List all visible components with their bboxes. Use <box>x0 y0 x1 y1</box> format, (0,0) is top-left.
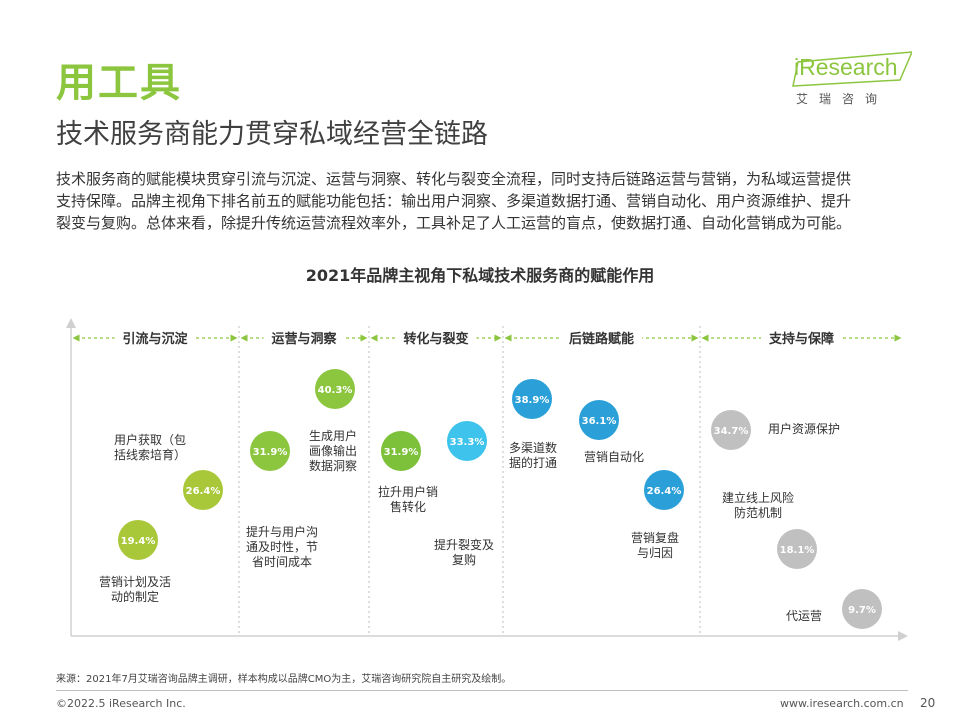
data-point-label-line: 括线索培育） <box>114 447 186 462</box>
data-point-label: 拉升用户销售转化 <box>378 484 438 514</box>
data-bubble <box>183 470 223 510</box>
data-point-label-line: 提升与用户沟 <box>246 524 318 539</box>
data-bubble <box>711 410 751 450</box>
data-point-label-line: 提升裂变及 <box>434 537 494 552</box>
data-point-label: 多渠道数据的打通 <box>509 440 557 470</box>
category-label-bg <box>761 328 842 348</box>
data-bubble <box>315 369 355 409</box>
data-value-label: 40.3% <box>318 385 353 396</box>
data-value-label: 26.4% <box>647 486 682 497</box>
category-label: 后链路赋能 <box>569 331 634 347</box>
data-point-label: 用户资源保护 <box>768 421 840 436</box>
category-label-bg <box>114 328 196 348</box>
data-value-label: 19.4% <box>121 536 156 547</box>
page-number: 20 <box>920 696 936 710</box>
data-bubble <box>118 520 158 560</box>
chart-axes <box>66 318 908 641</box>
data-point-label: 建立线上风险防范机制 <box>722 490 794 520</box>
data-point-label-line: 代运营 <box>786 609 822 623</box>
data-value-label: 18.1% <box>780 545 815 556</box>
page-title: 技术服务商能力贯穿私域经营全链路 <box>56 119 488 150</box>
section-tool-label: 用工具 <box>56 60 182 106</box>
description-line: 裂变与复购。总体来看，除提升传统运营流程效率外，工具补足了人工运营的盲点，使数据… <box>56 214 852 232</box>
data-value-label: 38.9% <box>515 395 550 406</box>
data-point-label-line: 防范机制 <box>734 505 782 520</box>
data-point-label-line: 售转化 <box>390 499 426 514</box>
data-point-label-line: 通及时性，节 <box>246 540 318 554</box>
footer-divider <box>56 690 908 691</box>
data-value-label: 36.1% <box>582 416 617 427</box>
data-bubble <box>447 421 487 461</box>
logo-subtitle: 艾瑞咨询 <box>796 92 889 106</box>
iresearch-logo: iResearch 艾瑞咨询 <box>790 50 912 110</box>
data-point-label-line: 营销计划及活 <box>99 575 171 589</box>
data-point-label: 提升裂变及复购 <box>434 537 494 567</box>
data-bubble <box>579 400 619 440</box>
data-point-label-line: 画像输出 <box>309 443 357 458</box>
category-label: 转化与裂变 <box>403 331 468 347</box>
data-value-label: 9.7% <box>848 605 876 616</box>
data-point-label-line: 据的打通 <box>509 455 557 470</box>
data-value-label: 31.9% <box>253 447 288 458</box>
data-point-label-line: 生成用户 <box>309 428 357 443</box>
data-point-label: 营销复盘与归因 <box>631 530 679 560</box>
data-point-label: 生成用户画像输出数据洞察 <box>309 428 357 473</box>
data-point-label-line: 省时间成本 <box>252 555 312 569</box>
data-point-label-line: 营销自动化 <box>584 450 644 464</box>
category-headers: 引流与沉淀 运营与洞察 转化与裂变 后链路赋能 支持与保障 <box>72 328 902 348</box>
data-point-label: 营销自动化 <box>584 450 644 464</box>
data-value-label: 34.7% <box>714 426 749 437</box>
data-bubble <box>250 431 290 471</box>
description-line: 支持保障。品牌主视角下排名前五的赋能功能包括：输出用户洞察、多渠道数据打通、营销… <box>56 192 852 210</box>
data-point-label-line: 拉升用户销 <box>378 484 438 499</box>
description: 技术服务商的赋能模块贯穿引流与沉淀、运营与洞察、转化与裂变全流程，同时支持后链路… <box>56 168 906 234</box>
copyright: ©2022.5 iResearch Inc. <box>56 697 186 710</box>
data-bubble <box>381 431 421 471</box>
category-label-bg <box>263 328 345 348</box>
source-note: 来源：2021年7月艾瑞咨询品牌主调研，样本构成以品牌CMO为主，艾瑞咨询研究院… <box>56 674 512 685</box>
logo-leaf-icon <box>792 51 912 87</box>
data-point-label-line: 用户资源保护 <box>768 421 840 436</box>
data-bubble <box>644 470 684 510</box>
chart-title: 2021年品牌主视角下私域技术服务商的赋能作用 <box>305 266 655 285</box>
data-value-label: 26.4% <box>186 486 221 497</box>
data-point-label-line: 建立线上风险 <box>722 490 794 505</box>
data-bubble <box>777 529 817 569</box>
data-point-label: 代运营 <box>786 609 822 623</box>
category-label: 引流与沉淀 <box>122 331 188 347</box>
data-point-label: 提升与用户沟通及时性，节省时间成本 <box>246 524 318 569</box>
data-point-label: 营销计划及活动的制定 <box>99 575 171 604</box>
data-point-label-line: 营销复盘 <box>631 530 679 545</box>
data-point-label-line: 复购 <box>452 552 476 567</box>
category-label: 支持与保障 <box>768 331 834 347</box>
data-point-label: 用户获取（包括线索培育） <box>114 432 186 462</box>
data-point-label-line: 数据洞察 <box>309 458 357 473</box>
data-points: 19.4% 营销计划及活动的制定 26.4% 用户获取（包括线索培育） 31.9% 提升与… <box>99 369 882 629</box>
description-line: 技术服务商的赋能模块贯穿引流与沉淀、运营与洞察、转化与裂变全流程，同时支持后链路… <box>56 170 852 188</box>
x-axis-arrow <box>898 631 908 641</box>
y-axis-arrow <box>66 318 76 328</box>
data-bubble <box>842 589 882 629</box>
data-point-label-line: 多渠道数 <box>509 440 557 455</box>
category-label-bg <box>561 328 642 348</box>
data-point-label-line: 动的制定 <box>111 589 159 604</box>
data-bubble <box>512 379 552 419</box>
data-point-label-line: 用户获取（包 <box>114 432 186 447</box>
data-value-label: 33.3% <box>450 437 485 448</box>
logo-wordmark: iResearch <box>794 54 898 80</box>
data-point-label-line: 与归因 <box>637 546 673 560</box>
category-label-bg <box>395 328 477 348</box>
website-link[interactable]: www.iresearch.com.cn <box>780 697 904 710</box>
data-value-label: 31.9% <box>384 447 419 458</box>
category-label: 运营与洞察 <box>271 331 337 347</box>
